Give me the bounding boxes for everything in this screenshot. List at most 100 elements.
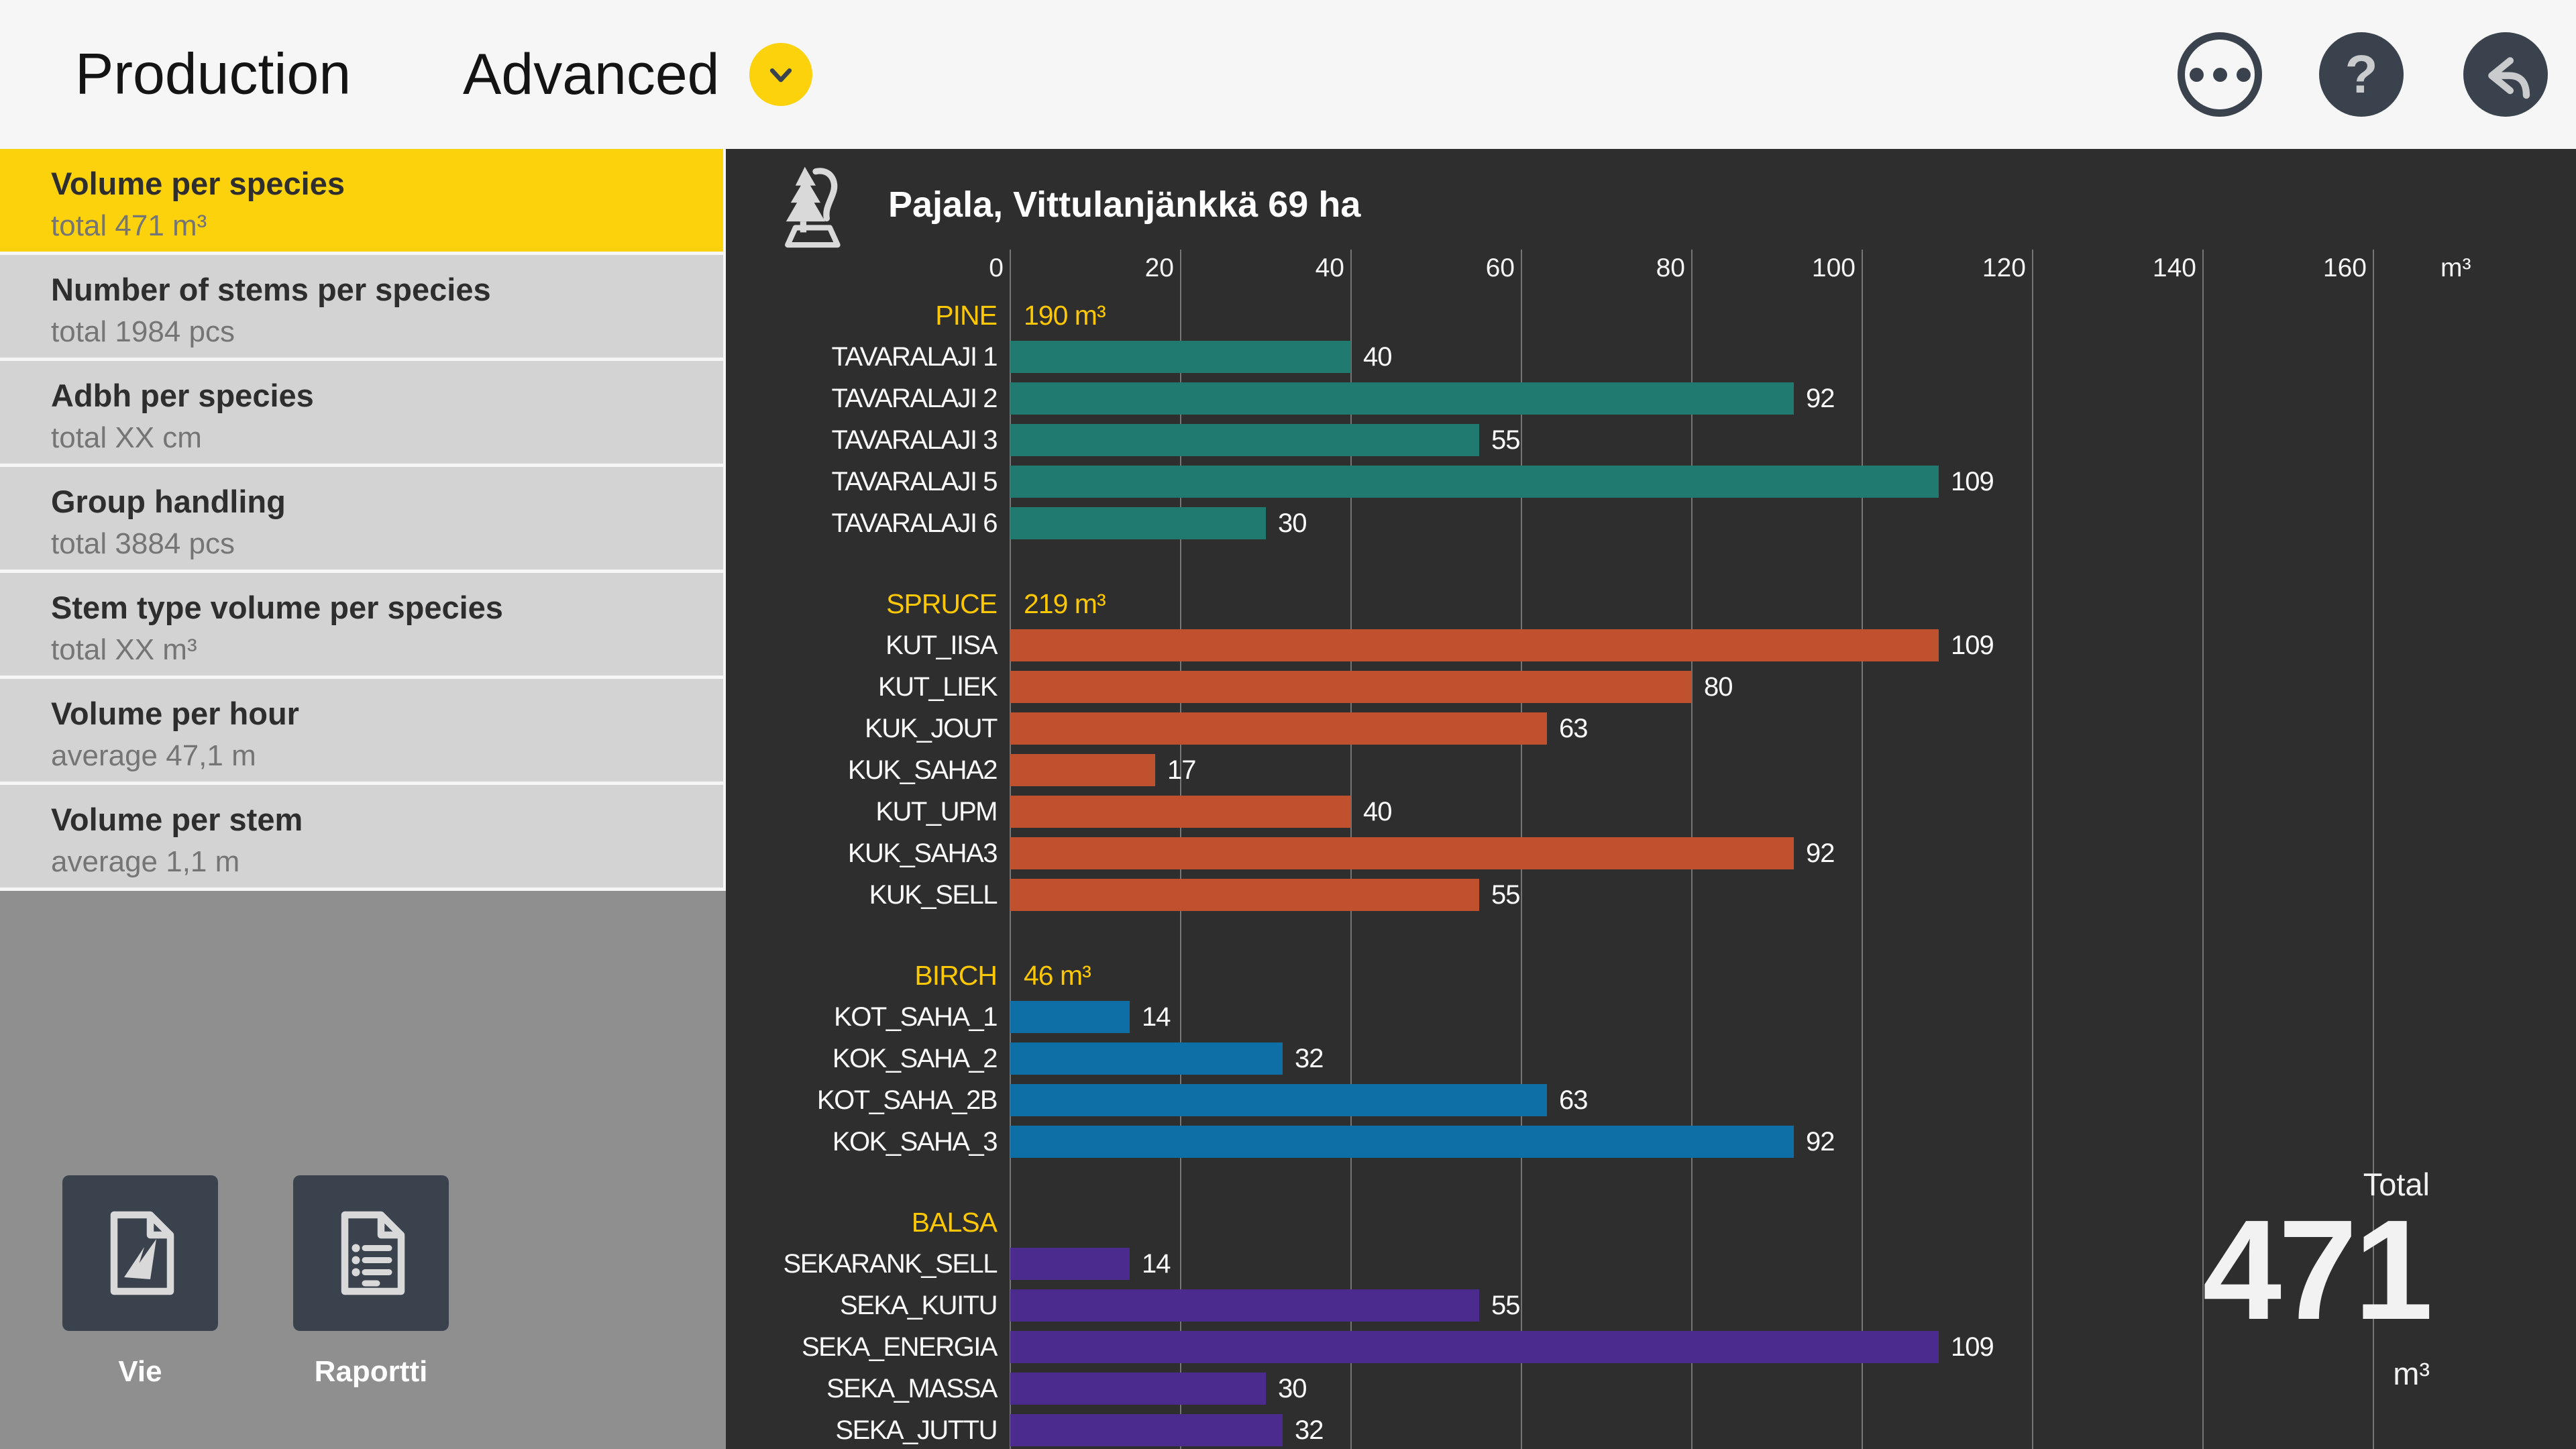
bar	[1010, 837, 1794, 869]
help-button[interactable]: ?	[2319, 32, 2404, 117]
bar-value: 55	[1491, 425, 1520, 455]
bar	[1010, 1373, 1266, 1405]
row-label: KUT_UPM	[875, 797, 998, 826]
document-chart-icon	[110, 1211, 174, 1295]
bar-value: 40	[1363, 342, 1392, 372]
advanced-mode-label: Advanced	[463, 42, 720, 107]
bar	[1010, 1248, 1130, 1280]
axis-tick-label: 120	[1982, 254, 2026, 282]
bar-chart: 0 20 40 60 80 100 120 140 160 m³ PINE 190 m³ TAVARAL…	[726, 149, 2576, 1449]
report-button[interactable]	[293, 1175, 449, 1331]
sidebar-item-title: Number of stems per species	[51, 272, 491, 307]
row-label: TAVARALAJI 5	[831, 467, 998, 496]
sidebar-item-subtitle: total XX m³	[51, 633, 197, 666]
sidebar-item-stem-type-volume[interactable]: Stem type volume per species total XX m³	[0, 573, 723, 676]
row-label: KUK_SAHA3	[847, 839, 998, 868]
bar	[1010, 424, 1479, 456]
bar	[1010, 507, 1266, 539]
bar	[1010, 341, 1351, 373]
axis-tick-label: 0	[989, 254, 1004, 282]
sidebar-item-subtitle: total 1984 pcs	[51, 315, 235, 348]
total-value: 471	[2202, 1190, 2433, 1349]
group-total: 46 m³	[1024, 960, 1091, 991]
export-button[interactable]	[62, 1175, 218, 1331]
group-label: BALSA	[911, 1207, 998, 1238]
bar	[1010, 382, 1794, 415]
bar	[1010, 879, 1479, 911]
row-label: KUT_IISA	[885, 631, 998, 660]
bar-value: 92	[1806, 839, 1835, 868]
sidebar-item-number-of-stems[interactable]: Number of stems per species total 1984 p…	[0, 255, 723, 358]
back-button[interactable]	[2463, 32, 2548, 117]
row-label: KUK_SAHA2	[847, 755, 998, 785]
group-total: 219 m³	[1024, 588, 1106, 619]
row-label: TAVARALAJI 2	[831, 384, 998, 413]
row-label: KUK_JOUT	[865, 714, 998, 743]
bar-value: 17	[1167, 755, 1196, 785]
sidebar-item-volume-per-hour[interactable]: Volume per hour average 47,1 m	[0, 679, 723, 782]
gridline	[2032, 250, 2033, 1449]
row-label: SEKA_JUTTU	[835, 1415, 998, 1445]
row-label: KOT_SAHA_2B	[816, 1085, 998, 1115]
group-label: BIRCH	[914, 960, 998, 991]
bar-value: 30	[1278, 508, 1307, 538]
advanced-mode-dropdown[interactable]: Advanced	[463, 0, 812, 149]
axis-tick-label: 80	[1656, 254, 1685, 282]
sidebar-item-group-handling[interactable]: Group handling total 3884 pcs	[0, 467, 723, 570]
row-label: KUK_SELL	[869, 880, 998, 910]
sidebar-item-adbh-per-species[interactable]: Adbh per species total XX cm	[0, 361, 723, 464]
bar-value: 92	[1806, 384, 1835, 413]
bar-value: 14	[1142, 1002, 1171, 1032]
chart-panel: Pajala, Vittulanjänkkä 69 ha 0 20 40 60 80 10…	[726, 149, 2576, 1449]
more-options-button[interactable]	[2178, 32, 2262, 117]
row-label: SEKA_MASSA	[826, 1374, 998, 1403]
row-label: KOT_SAHA_1	[834, 1002, 998, 1032]
bar-value: 32	[1295, 1415, 1324, 1445]
bar	[1010, 1001, 1130, 1033]
bar-value: 109	[1951, 467, 1994, 496]
bar-value: 109	[1951, 631, 1994, 660]
sidebar-item-subtitle: average 47,1 m	[51, 739, 256, 772]
group-total: 190 m³	[1024, 300, 1106, 331]
row-label: KOK_SAHA_2	[832, 1044, 998, 1073]
sidebar-item-subtitle: total 3884 pcs	[51, 527, 235, 560]
total-label: Total	[2363, 1167, 2430, 1202]
bar-value: 14	[1142, 1249, 1171, 1279]
bar	[1010, 754, 1155, 786]
question-mark-icon: ?	[2345, 44, 2378, 104]
sidebar-item-title: Volume per species	[51, 166, 345, 201]
sidebar-item-volume-per-species[interactable]: Volume per species total 471 m³	[0, 149, 723, 252]
chart-title: Pajala, Vittulanjänkkä 69 ha	[888, 184, 1361, 225]
axis-tick-label: 160	[2322, 254, 2367, 282]
back-arrow-icon	[2488, 57, 2530, 99]
chevron-down-icon[interactable]	[749, 43, 812, 106]
bar-value: 32	[1295, 1044, 1324, 1073]
total-block: Total 471 m³	[2202, 1166, 2433, 1392]
group-label: PINE	[935, 300, 998, 331]
gridline	[1862, 250, 1863, 1449]
row-label: KOK_SAHA_3	[832, 1127, 998, 1157]
sidebar-item-volume-per-stem[interactable]: Volume per stem average 1,1 m	[0, 785, 723, 888]
sidebar-item-title: Volume per stem	[51, 802, 303, 837]
row-label: KUT_LIEK	[878, 672, 998, 702]
group-label: SPRUCE	[886, 588, 998, 619]
sidebar-item-subtitle: average 1,1 m	[51, 845, 240, 878]
row-label: SEKA_ENERGIA	[801, 1332, 998, 1362]
bar-value: 63	[1559, 714, 1588, 743]
bar	[1010, 466, 1939, 498]
sidebar-item-subtitle: total 471 m³	[51, 209, 207, 242]
bar	[1010, 1414, 1283, 1446]
bar	[1010, 671, 1692, 703]
document-list-icon	[341, 1211, 405, 1295]
sidebar-item-title: Stem type volume per species	[51, 590, 503, 625]
ellipsis-icon	[2189, 67, 2251, 82]
sidebar-item-title: Adbh per species	[51, 378, 314, 413]
axis-tick-label: 60	[1485, 254, 1515, 282]
sidebar-item-title: Group handling	[51, 484, 286, 519]
bar-value: 55	[1491, 1291, 1520, 1320]
gridline	[2202, 250, 2204, 1449]
axis-tick-label: 140	[2152, 254, 2196, 282]
axis-tick-label: 40	[1315, 254, 1344, 282]
forest-stand-icon	[785, 166, 841, 248]
axis-tick-label: 20	[1144, 254, 1174, 282]
